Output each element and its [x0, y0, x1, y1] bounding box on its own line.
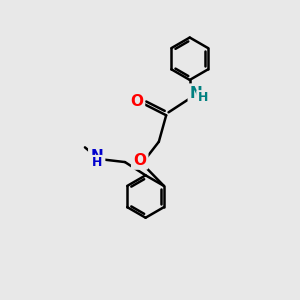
Text: O: O: [130, 94, 143, 109]
Text: N: N: [190, 86, 203, 101]
Text: H: H: [197, 92, 208, 104]
Text: O: O: [130, 94, 143, 109]
Text: N: N: [90, 149, 103, 164]
Text: O: O: [133, 152, 146, 167]
Text: N: N: [190, 86, 203, 101]
Text: H: H: [92, 156, 102, 169]
Text: H: H: [92, 156, 102, 169]
Text: N: N: [90, 149, 103, 164]
Text: O: O: [133, 152, 146, 167]
Text: H: H: [197, 92, 208, 104]
